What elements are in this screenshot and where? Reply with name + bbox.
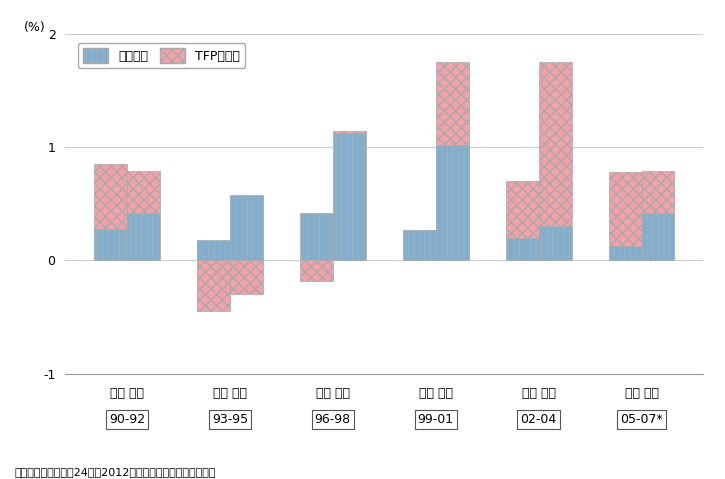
Text: 05-07*: 05-07* <box>620 413 663 426</box>
Bar <box>436 145 468 260</box>
Bar <box>197 260 230 311</box>
Bar <box>505 238 539 260</box>
Bar <box>197 240 230 260</box>
Text: 02-04: 02-04 <box>521 413 557 426</box>
Text: 日本 米国: 日本 米国 <box>624 387 658 400</box>
Bar <box>127 171 160 213</box>
Text: 日本 米国: 日本 米国 <box>316 387 349 400</box>
Bar <box>300 260 333 281</box>
Text: 日本 米国: 日本 米国 <box>213 387 247 400</box>
Bar <box>608 246 642 260</box>
Text: 日本 米国: 日本 米国 <box>419 387 452 400</box>
Bar <box>333 133 365 260</box>
Bar <box>127 213 160 260</box>
Text: （出典）総務省平戰24年（2012年）版情報通信白書より作成: （出典）総務省平戰24年（2012年）版情報通信白書より作成 <box>14 467 216 477</box>
Bar <box>642 213 674 260</box>
Text: 93-95: 93-95 <box>212 413 248 426</box>
Bar <box>403 229 436 260</box>
Bar <box>436 62 468 145</box>
Text: 99-01: 99-01 <box>418 413 454 426</box>
Legend: 情報資本, TFP成長率: 情報資本, TFP成長率 <box>78 43 245 68</box>
Bar <box>230 260 263 294</box>
Bar <box>94 228 127 260</box>
Bar <box>608 172 642 246</box>
Text: 90-92: 90-92 <box>109 413 145 426</box>
Bar <box>539 62 571 226</box>
Text: 日本 米国: 日本 米国 <box>521 387 555 400</box>
Bar <box>642 171 674 213</box>
Bar <box>539 226 571 260</box>
Bar <box>333 131 365 133</box>
Text: (%): (%) <box>24 21 46 34</box>
Text: 日本 米国: 日本 米国 <box>110 387 144 400</box>
Text: 96-98: 96-98 <box>315 413 351 426</box>
Bar <box>94 164 127 228</box>
Bar <box>505 181 539 238</box>
Bar <box>300 213 333 260</box>
Bar <box>230 194 263 260</box>
